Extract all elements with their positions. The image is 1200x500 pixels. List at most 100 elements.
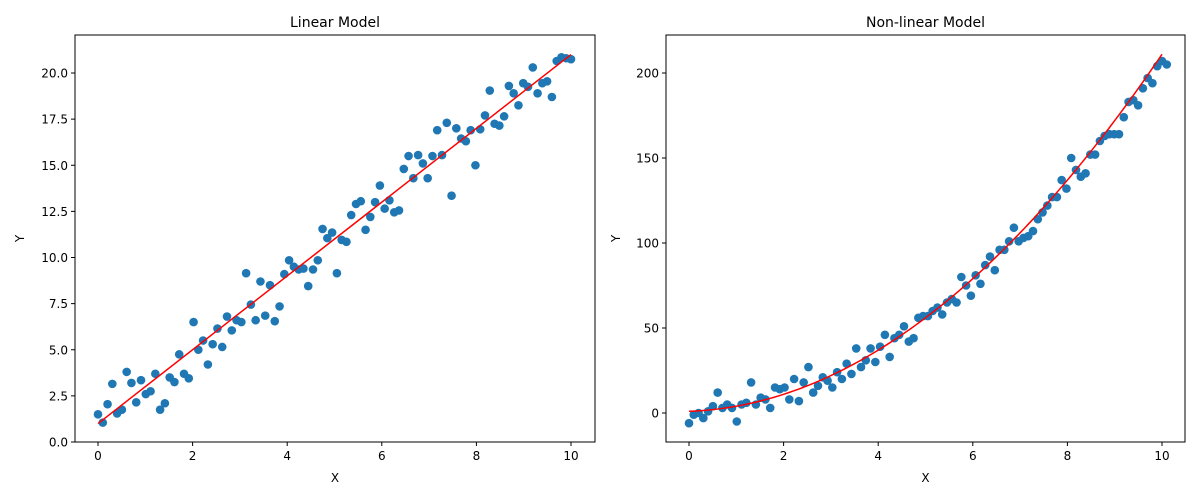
data-point [394,206,404,215]
data-point [466,125,475,135]
data-point [332,268,342,278]
data-point [842,359,851,369]
data-point [385,196,394,205]
data-point [299,264,308,273]
data-point [1062,184,1071,193]
x-axis-label: X [921,471,929,485]
data-point [828,383,837,392]
data-point [280,269,289,279]
data-point [851,344,861,353]
data-point [699,413,708,423]
data-point [880,330,890,340]
data-point [151,369,160,379]
data-point [952,298,961,307]
y-tick-label: 0.0 [49,436,68,450]
data-point [847,369,856,379]
data-point [313,255,323,265]
data-point [404,151,413,161]
x-tick-label: 6 [378,449,386,463]
data-point [727,403,737,413]
data-point [256,277,265,286]
data-point [418,159,428,168]
data-point [270,316,280,326]
data-point [804,362,813,372]
data-point [1119,112,1129,122]
data-point [957,272,966,282]
data-point [866,344,875,353]
data-point [327,228,337,237]
data-point [452,124,461,133]
data-point [222,312,232,321]
data-point [1081,169,1090,178]
x-tick-label: 0 [685,449,693,463]
data-point [1133,101,1143,110]
x-tick-label: 6 [969,449,977,463]
data-point [533,89,542,98]
data-point [203,360,213,369]
data-point [241,268,251,278]
chart-title: Linear Model [290,15,380,31]
data-point [208,339,217,349]
data-point [713,388,722,397]
y-axis-label: Y [609,234,623,243]
data-point [160,398,170,408]
data-point [131,398,141,407]
x-tick-label: 10 [563,449,578,463]
data-point [966,291,976,301]
x-tick-label: 8 [1064,449,1072,463]
data-point [495,121,504,130]
data-point [808,388,818,397]
y-tick-label: 7.5 [49,297,68,311]
y-tick-label: 2.5 [49,389,68,403]
data-point [899,322,909,331]
data-point [542,77,552,86]
data-point [1043,201,1052,210]
data-point [447,191,456,200]
data-point [237,317,246,327]
data-point [428,151,437,161]
x-axis-label: X [331,471,339,485]
y-tick-label: 10.0 [41,251,68,265]
y-tick-label: 100 [636,237,659,251]
data-point [213,324,222,333]
data-point [1162,60,1172,69]
data-point [189,317,198,327]
data-point [837,374,847,384]
scatter-points [684,56,1172,428]
data-point [108,379,117,389]
linear-model-axes: Linear Model 0 2 4 6 8 10 0.0 2.5 5.0 7.5 10.0 12.5 1… [13,15,596,485]
data-point [380,204,389,213]
data-point [370,197,380,207]
data-point [136,375,146,385]
data-point [799,378,808,387]
data-point [1057,175,1066,185]
data-point [275,302,284,311]
data-point [356,196,366,206]
data-point [514,100,523,110]
data-point [251,315,260,325]
y-tick-label: 50 [644,322,659,336]
data-point [127,378,136,388]
data-point [785,395,794,404]
data-point [303,281,313,291]
data-point [318,224,327,234]
data-point [909,333,918,343]
data-point [155,405,165,415]
y-tick-label: 17.5 [41,113,68,127]
data-point [442,118,452,128]
data-point [1114,129,1124,139]
data-point [708,401,718,411]
data-point [1066,153,1076,163]
data-point [308,265,318,274]
data-point [742,398,751,408]
fit-line [688,53,1163,413]
data-point [103,399,112,409]
data-point [399,164,409,174]
data-point [509,89,518,98]
data-point [170,377,179,387]
data-point [98,418,108,427]
data-point [375,181,385,190]
plot-area [93,53,576,427]
data-point [746,378,756,387]
